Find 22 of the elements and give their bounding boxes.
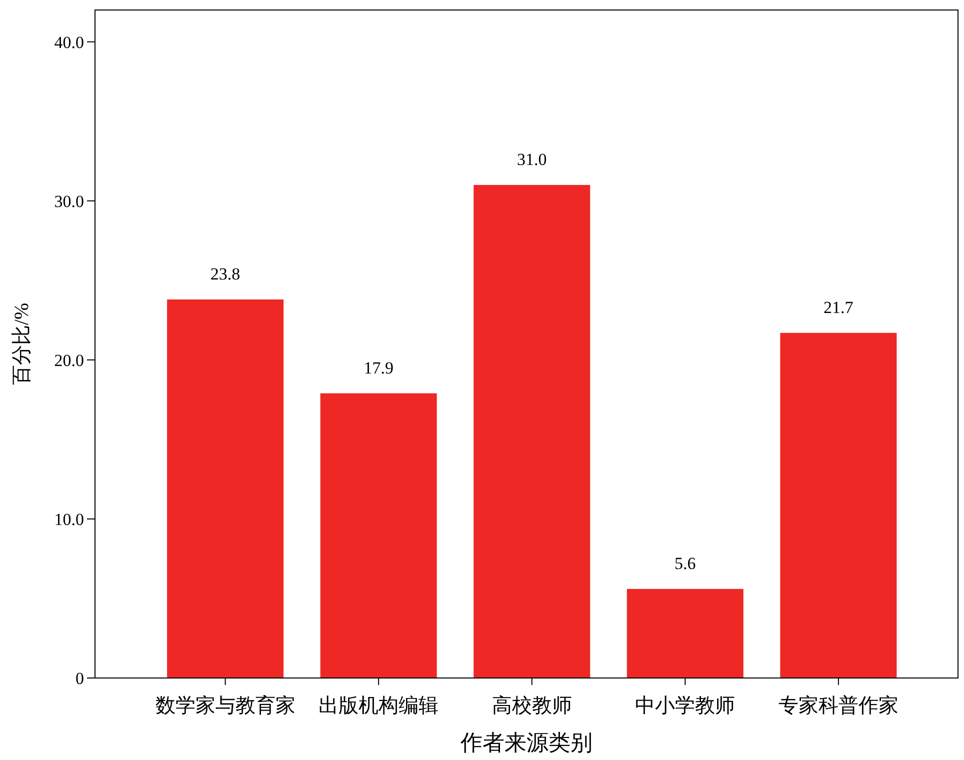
x-axis-title: 作者来源类别 xyxy=(460,730,592,755)
bar xyxy=(626,588,744,678)
x-tick-label: 专家科普作家 xyxy=(778,694,898,717)
y-tick-label: 10.0 xyxy=(54,510,84,529)
y-tick-label: 30.0 xyxy=(54,192,84,211)
y-tick-label: 0 xyxy=(76,668,84,688)
x-tick-label: 数学家与教育家 xyxy=(155,694,296,717)
bar xyxy=(167,299,284,678)
bar xyxy=(780,332,897,678)
data-label: 23.8 xyxy=(210,264,240,284)
y-axis-title: 百分比/% xyxy=(11,302,33,386)
y-tick-label: 40.0 xyxy=(54,32,84,52)
bar xyxy=(474,184,590,678)
data-label: 21.7 xyxy=(824,298,854,317)
y-tick-label: 20.0 xyxy=(54,350,84,370)
x-tick-label: 高校教师 xyxy=(492,694,572,717)
bar xyxy=(320,393,437,678)
data-label: 5.6 xyxy=(674,554,696,573)
x-tick-label: 出版机构编辑 xyxy=(318,695,439,717)
data-label: 31.0 xyxy=(516,150,547,169)
data-label: 17.9 xyxy=(364,358,394,378)
x-tick-label: 中小学教师 xyxy=(635,695,736,717)
